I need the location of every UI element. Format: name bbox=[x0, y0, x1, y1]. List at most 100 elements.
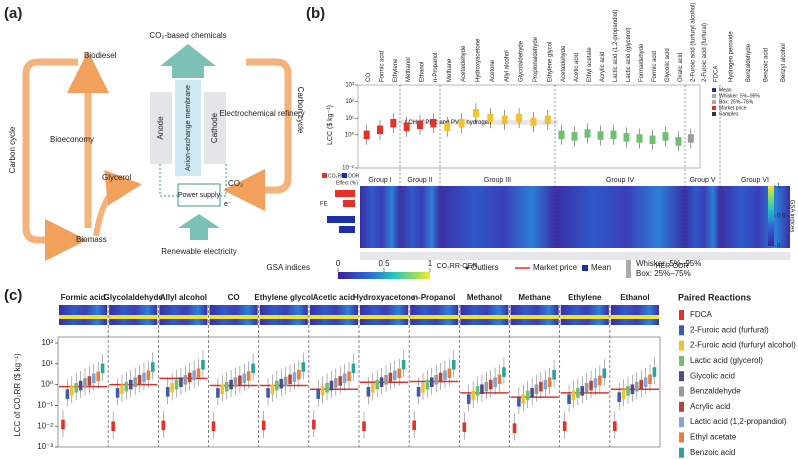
compound-label: Methanol bbox=[406, 57, 412, 82]
colorbar-label: 1 bbox=[428, 259, 433, 268]
group-label: Group VI bbox=[741, 177, 769, 184]
colorbar-title: GSA indices bbox=[266, 263, 310, 272]
legend-label: 2-Furoic acid (furfural) bbox=[690, 325, 769, 334]
box bbox=[434, 375, 438, 385]
box bbox=[416, 387, 421, 397]
box bbox=[451, 359, 456, 370]
legend-label: Whisker: 5%–95% bbox=[636, 259, 701, 268]
box bbox=[539, 381, 543, 392]
box bbox=[576, 388, 580, 398]
box bbox=[320, 386, 325, 396]
box bbox=[421, 383, 425, 393]
panel-b: (b) LCC ($ kg⁻¹) bbox=[306, 5, 334, 145]
group-title: Ethylene bbox=[568, 293, 602, 302]
box bbox=[379, 377, 384, 388]
y-tick-label: 10⁰ bbox=[345, 131, 355, 138]
box bbox=[516, 113, 523, 123]
box bbox=[150, 362, 155, 372]
box bbox=[571, 132, 578, 141]
heatmap-row bbox=[610, 315, 659, 319]
box bbox=[471, 390, 475, 401]
box bbox=[589, 380, 593, 391]
box bbox=[363, 130, 370, 140]
box bbox=[384, 375, 388, 385]
section-bar bbox=[360, 252, 555, 260]
box bbox=[338, 376, 343, 386]
panel-label: (a) bbox=[4, 5, 22, 22]
box bbox=[65, 389, 70, 399]
label: Carbon cycle bbox=[8, 126, 17, 173]
box bbox=[292, 372, 297, 382]
box bbox=[196, 368, 201, 379]
legend-label: Market price bbox=[533, 263, 578, 272]
box bbox=[462, 422, 467, 432]
y-tick-label: 10³ bbox=[345, 83, 354, 89]
effect-bar bbox=[327, 216, 355, 223]
box bbox=[187, 372, 192, 383]
box bbox=[351, 363, 356, 374]
box bbox=[366, 387, 371, 397]
box bbox=[279, 378, 284, 389]
group-label: Group III bbox=[484, 177, 511, 184]
compound-label: Glycolic acid bbox=[665, 48, 671, 82]
box bbox=[74, 383, 78, 393]
y-tick-label: 10² bbox=[41, 338, 53, 347]
membrane bbox=[175, 80, 201, 176]
box bbox=[475, 386, 480, 396]
legend-swatch bbox=[712, 88, 716, 92]
box bbox=[83, 378, 87, 388]
heatmap-row bbox=[410, 315, 459, 319]
legend-label: Lactic acid (1,2-propandiol) bbox=[690, 417, 787, 426]
label: e⁻ bbox=[224, 201, 232, 208]
heatmap-row bbox=[259, 315, 308, 319]
section-label: CO₂RR-OER bbox=[437, 263, 478, 270]
power-box bbox=[177, 183, 221, 207]
colorbar-label: 1 bbox=[777, 184, 781, 190]
box bbox=[617, 392, 622, 402]
compound-label: CO bbox=[366, 73, 372, 82]
box bbox=[530, 388, 534, 398]
legend-label: Ethyl acetate bbox=[690, 433, 737, 442]
box bbox=[316, 389, 321, 399]
group-label: Group V bbox=[689, 177, 715, 184]
y-tick-label: 10¹ bbox=[345, 116, 354, 122]
box bbox=[251, 363, 255, 374]
label: CO₂ bbox=[228, 179, 243, 188]
box bbox=[297, 369, 301, 380]
box bbox=[558, 130, 565, 140]
heatmap-row bbox=[59, 315, 108, 319]
box bbox=[388, 372, 393, 383]
box bbox=[580, 386, 585, 396]
box bbox=[329, 380, 334, 391]
compound-label: Acetic acid bbox=[574, 53, 580, 82]
heatmap-row bbox=[309, 315, 358, 319]
heatmap-row bbox=[360, 315, 409, 319]
label: Bioeconomy bbox=[50, 135, 94, 144]
legend-label: Benzaldehyde bbox=[690, 387, 741, 396]
compound-label: Glycolaldehyde bbox=[519, 40, 525, 82]
legend-label: Acrylic acid bbox=[690, 402, 730, 411]
compound-label: Oxalic acid bbox=[678, 53, 684, 82]
box bbox=[233, 377, 238, 388]
heatmap bbox=[720, 186, 790, 248]
legend-swatch bbox=[679, 401, 684, 412]
legend-label: Whisker: 5%–95% bbox=[719, 93, 760, 99]
compound-label: Acrylic acid bbox=[600, 52, 606, 82]
effect-bar bbox=[343, 200, 355, 207]
box bbox=[429, 377, 434, 388]
compound-label: Formic acid bbox=[652, 51, 658, 82]
carbon-cycle-arrow bbox=[22, 58, 87, 261]
cathode bbox=[204, 92, 226, 164]
label: Biodiesel bbox=[84, 51, 117, 60]
box bbox=[390, 118, 397, 128]
heatmap bbox=[440, 186, 555, 248]
box bbox=[224, 381, 229, 392]
box bbox=[635, 381, 639, 392]
y-tick-label: 10⁻³ bbox=[37, 442, 53, 451]
heatmap-row bbox=[510, 315, 559, 319]
y-tick-label: 10² bbox=[345, 99, 354, 105]
box bbox=[630, 384, 635, 395]
heatmap bbox=[400, 186, 440, 248]
band bbox=[398, 119, 558, 125]
electricity-arrow bbox=[178, 214, 220, 240]
